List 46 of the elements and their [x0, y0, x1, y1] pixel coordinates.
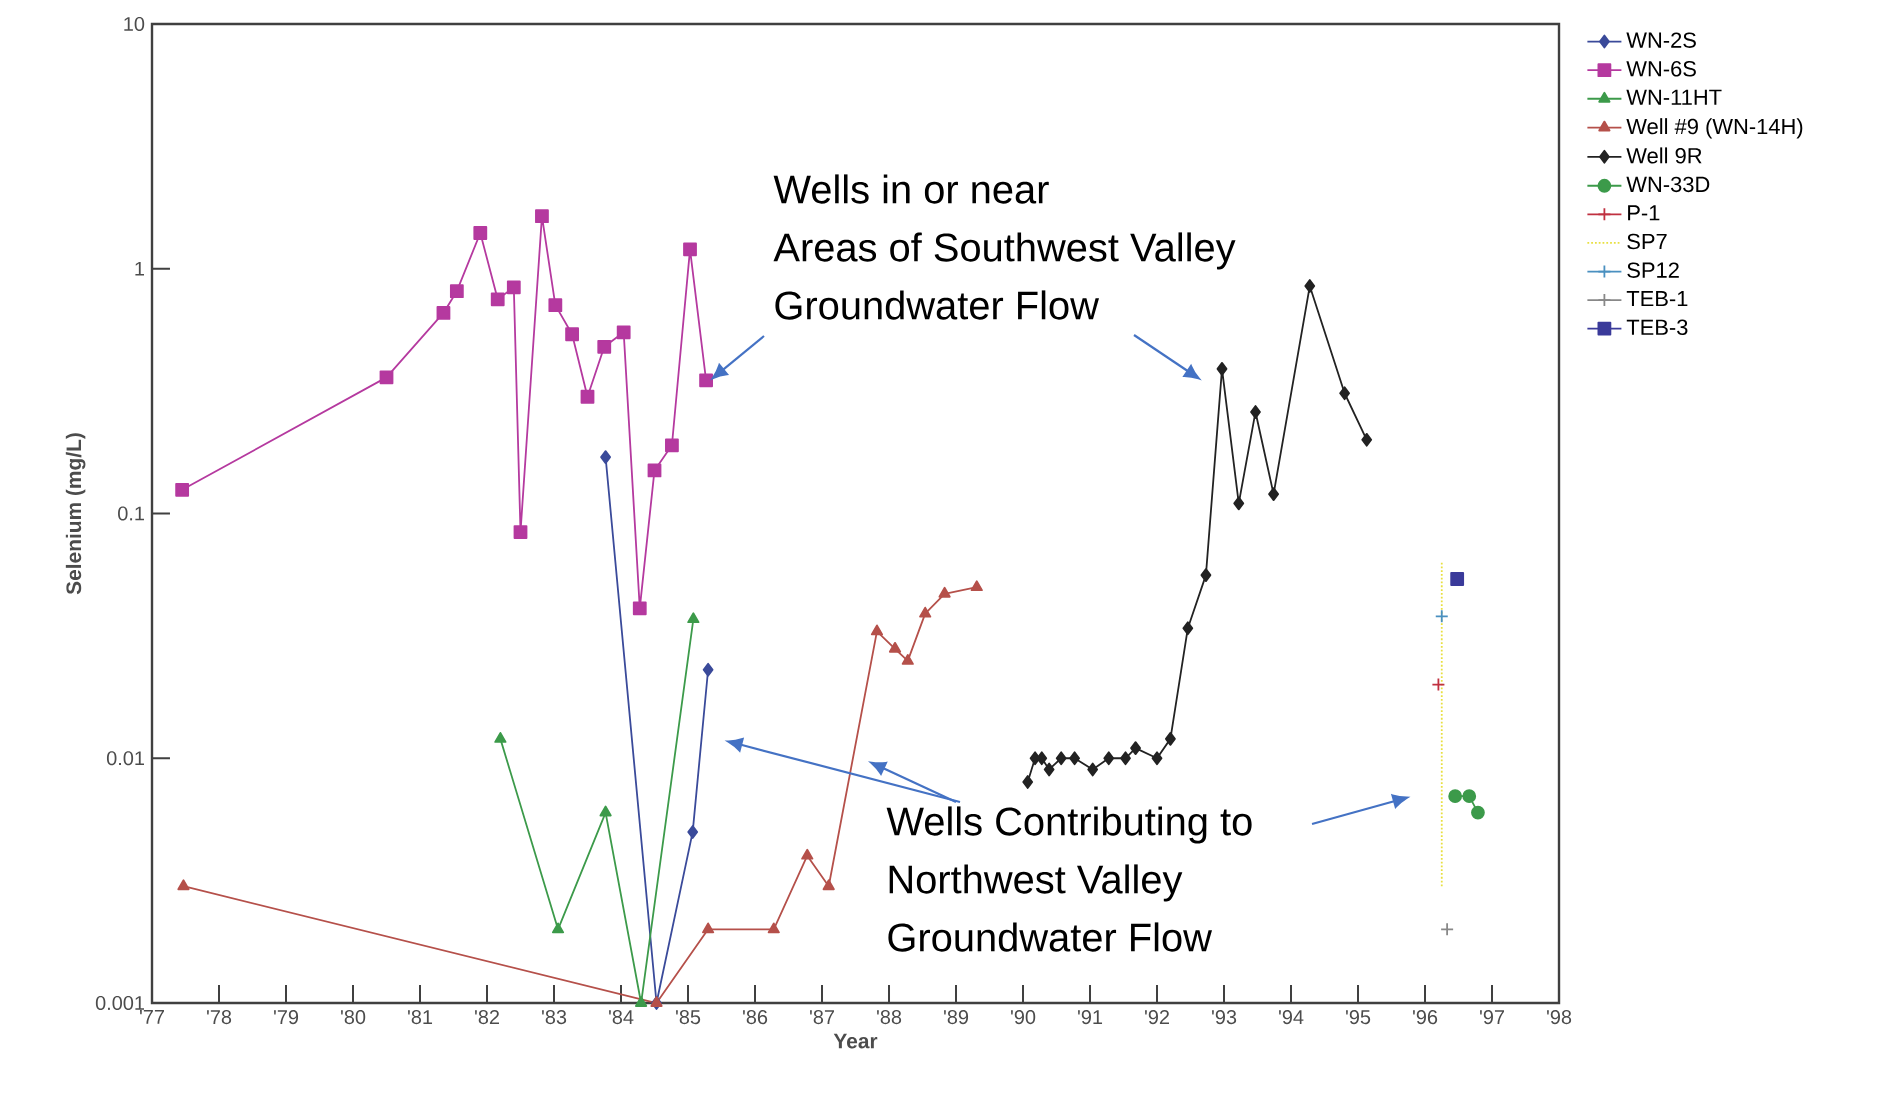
x-tick-label: '80 — [341, 1010, 366, 1025]
y-tick-label: 0.1 — [118, 506, 144, 521]
legend-label: TEB-1 — [1626, 291, 1688, 307]
x-tick-label: '88 — [877, 1010, 902, 1025]
x-tick-label: '86 — [743, 1010, 768, 1025]
legend-label: WN-33D — [1626, 176, 1710, 193]
x-tick-label: '83 — [542, 1010, 567, 1025]
y-tick-label: 10 — [124, 16, 145, 32]
y-tick-label: 0.01 — [106, 751, 144, 766]
x-tick-label: '90 — [1011, 1010, 1036, 1025]
legend-label: WN-6S — [1626, 61, 1696, 77]
x-tick-label: '94 — [1279, 1010, 1304, 1025]
legend-label: SP7 — [1627, 233, 1667, 250]
legend-label: Well #9 (WN-14H) — [1626, 118, 1803, 139]
y-tick-label: 0.001 — [95, 995, 144, 1011]
x-tick-label: '77 — [140, 1010, 164, 1024]
x-tick-label: '97 — [1480, 1010, 1504, 1025]
annotation: Northwest Valley — [889, 864, 1183, 902]
legend-label: WN-11HT — [1626, 89, 1722, 105]
y-tick-label: 1 — [135, 261, 144, 276]
legend-label: P-1 — [1628, 205, 1660, 221]
annotation: Areas of Southwest Valley — [773, 232, 1236, 270]
x-tick-label: '89 — [944, 1010, 969, 1025]
annotation: Groundwater Flow — [888, 922, 1213, 952]
y-axis-title: Selenium (mg/L) — [65, 433, 86, 595]
x-tick-label: '85 — [676, 1010, 701, 1025]
legend-label: Well 9R — [1626, 147, 1702, 164]
x-tick-label: '82 — [475, 1010, 499, 1025]
x-tick-label: '78 — [207, 1010, 232, 1025]
annotation: Wells Contributing to — [886, 806, 1252, 844]
annotation: Groundwater Flow — [775, 290, 1100, 320]
x-tick-label: '98 — [1547, 1010, 1572, 1025]
x-axis-title: Year — [833, 1033, 878, 1049]
x-tick-label: '84 — [609, 1010, 634, 1025]
x-tick-label: '96 — [1413, 1010, 1438, 1025]
x-tick-label: '87 — [810, 1010, 834, 1025]
x-tick-label: '92 — [1145, 1010, 1169, 1025]
x-tick-label: '95 — [1346, 1010, 1371, 1025]
annotation: Wells in or near — [773, 174, 1049, 204]
x-tick-label: '79 — [274, 1010, 299, 1025]
x-tick-label: '81 — [408, 1010, 433, 1025]
legend-label: SP12 — [1627, 262, 1679, 278]
x-tick-label: '91 — [1078, 1010, 1103, 1025]
legend-label: WN-2S — [1626, 32, 1696, 48]
x-tick-label: '93 — [1212, 1010, 1237, 1025]
legend-label: TEB-3 — [1626, 319, 1688, 335]
